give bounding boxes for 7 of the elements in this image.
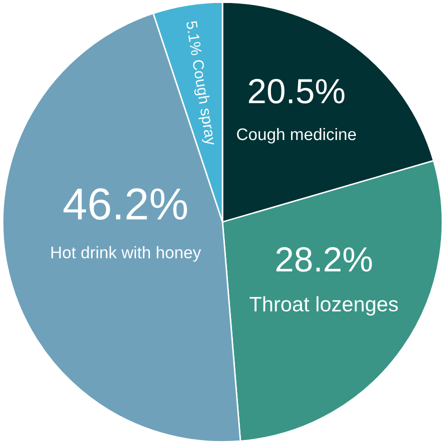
slice-label: Throat lozenges: [250, 296, 398, 316]
slice-label: Hot drink with honey: [51, 246, 202, 262]
slice-label: 5.1% Cough spray: [183, 20, 218, 146]
data-label: 28.2%: [276, 247, 372, 272]
slice-label: Cough medicine: [237, 128, 356, 144]
data-label: 46.2%: [64, 188, 188, 220]
data-label: 20.5%: [248, 78, 344, 104]
